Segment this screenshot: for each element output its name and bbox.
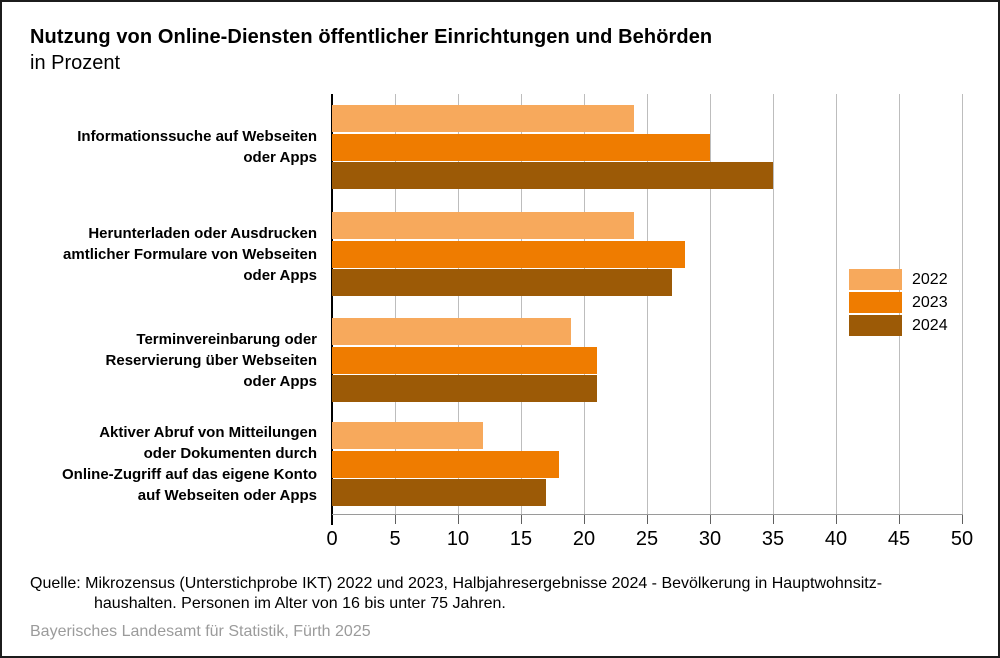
- bar-2022-category-4: [332, 422, 484, 449]
- bar-group-4: [332, 422, 962, 506]
- x-tick-20: [584, 515, 585, 524]
- legend-swatch-2024: [849, 315, 902, 336]
- category-label-text-3: Terminvereinbarung oder Reservierung über…: [105, 330, 317, 390]
- bar-group-2: [332, 212, 962, 296]
- x-tick-30: [710, 515, 711, 524]
- x-tick-45: [899, 515, 900, 524]
- bar-2022-category-1: [332, 105, 635, 132]
- category-label-1: Informationssuche auf Webseiten oder Apps: [22, 105, 317, 189]
- x-tick-label-40: 40: [824, 528, 848, 550]
- gridline-40: [836, 94, 837, 515]
- legend: 2022 2023 2024: [849, 269, 948, 336]
- x-tick-label-25: 25: [635, 528, 659, 550]
- y-axis-line: [331, 94, 333, 525]
- gridline-15: [521, 94, 522, 515]
- x-tick-10: [458, 515, 459, 524]
- x-tick-label-5: 5: [389, 528, 401, 550]
- x-tick-label-45: 45: [887, 528, 911, 550]
- bar-2024-category-4: [332, 479, 547, 506]
- category-label-3: Terminvereinbarung oder Reservierung über…: [22, 318, 317, 402]
- bar-2024-category-2: [332, 269, 673, 296]
- x-axis-baseline: [332, 514, 963, 515]
- bar-group-1: [332, 105, 962, 189]
- bar-2023-category-2: [332, 240, 685, 268]
- source-note-line1: Quelle: Mikrozensus (Unterstichprobe IKT…: [30, 575, 883, 592]
- legend-label-2023: 2023: [912, 293, 948, 311]
- x-tick-25: [647, 515, 648, 524]
- legend-swatch-2022: [849, 269, 902, 290]
- gridline-20: [584, 94, 585, 515]
- gridline-10: [458, 94, 459, 515]
- gridline-25: [647, 94, 648, 515]
- gridline-35: [773, 94, 774, 515]
- bar-2024-category-3: [332, 375, 597, 402]
- bar-group-3: [332, 318, 962, 402]
- chart-subtitle: in Prozent: [30, 52, 121, 74]
- x-tick-40: [836, 515, 837, 524]
- x-tick-label-15: 15: [509, 528, 533, 550]
- category-label-text-1: Informationssuche auf Webseiten oder Apps: [77, 128, 317, 166]
- x-tick-5: [395, 515, 396, 524]
- x-tick-label-30: 30: [698, 528, 722, 550]
- category-label-2: Herunterladen oder Ausdrucken amtlicher F…: [22, 212, 317, 296]
- plot-area: 0 5 10 15 20 25 30 35 40 45 50: [326, 94, 973, 550]
- legend-row-2023: 2023: [849, 292, 948, 313]
- x-tick-label-50: 50: [950, 528, 974, 550]
- x-tick-label-35: 35: [761, 528, 785, 550]
- bar-2023-category-3: [332, 346, 597, 374]
- gridline-5: [395, 94, 396, 515]
- legend-swatch-2023: [849, 292, 902, 313]
- x-tick-15: [521, 515, 522, 524]
- bar-2022-category-2: [332, 212, 635, 239]
- chart-title: Nutzung von Online-Diensten öffentlicher…: [30, 26, 713, 48]
- source-note-line2: haushalten. Personen im Alter von 16 bis…: [94, 595, 506, 612]
- gridline-50: [962, 94, 963, 515]
- legend-row-2022: 2022: [849, 269, 948, 290]
- gridline-30: [710, 94, 711, 515]
- x-tick-label-10: 10: [446, 528, 470, 550]
- category-label-4: Aktiver Abruf von Mitteilungen oder Dokum…: [22, 422, 317, 506]
- category-label-text-2: Herunterladen oder Ausdrucken amtlicher F…: [63, 224, 317, 284]
- category-label-text-4: Aktiver Abruf von Mitteilungen oder Dokum…: [62, 424, 317, 504]
- bar-2022-category-3: [332, 318, 572, 345]
- legend-label-2024: 2024: [912, 316, 948, 334]
- x-tick-35: [773, 515, 774, 524]
- x-tick-label-20: 20: [572, 528, 596, 550]
- x-tick-label-0: 0: [326, 528, 338, 550]
- legend-row-2024: 2024: [849, 315, 948, 336]
- bar-2024-category-1: [332, 162, 773, 189]
- x-tick-50: [962, 515, 963, 524]
- footer-credit: Bayerisches Landesamt für Statistik, Für…: [30, 623, 371, 640]
- bar-2023-category-4: [332, 450, 559, 478]
- bar-2023-category-1: [332, 133, 710, 161]
- legend-label-2022: 2022: [912, 270, 948, 288]
